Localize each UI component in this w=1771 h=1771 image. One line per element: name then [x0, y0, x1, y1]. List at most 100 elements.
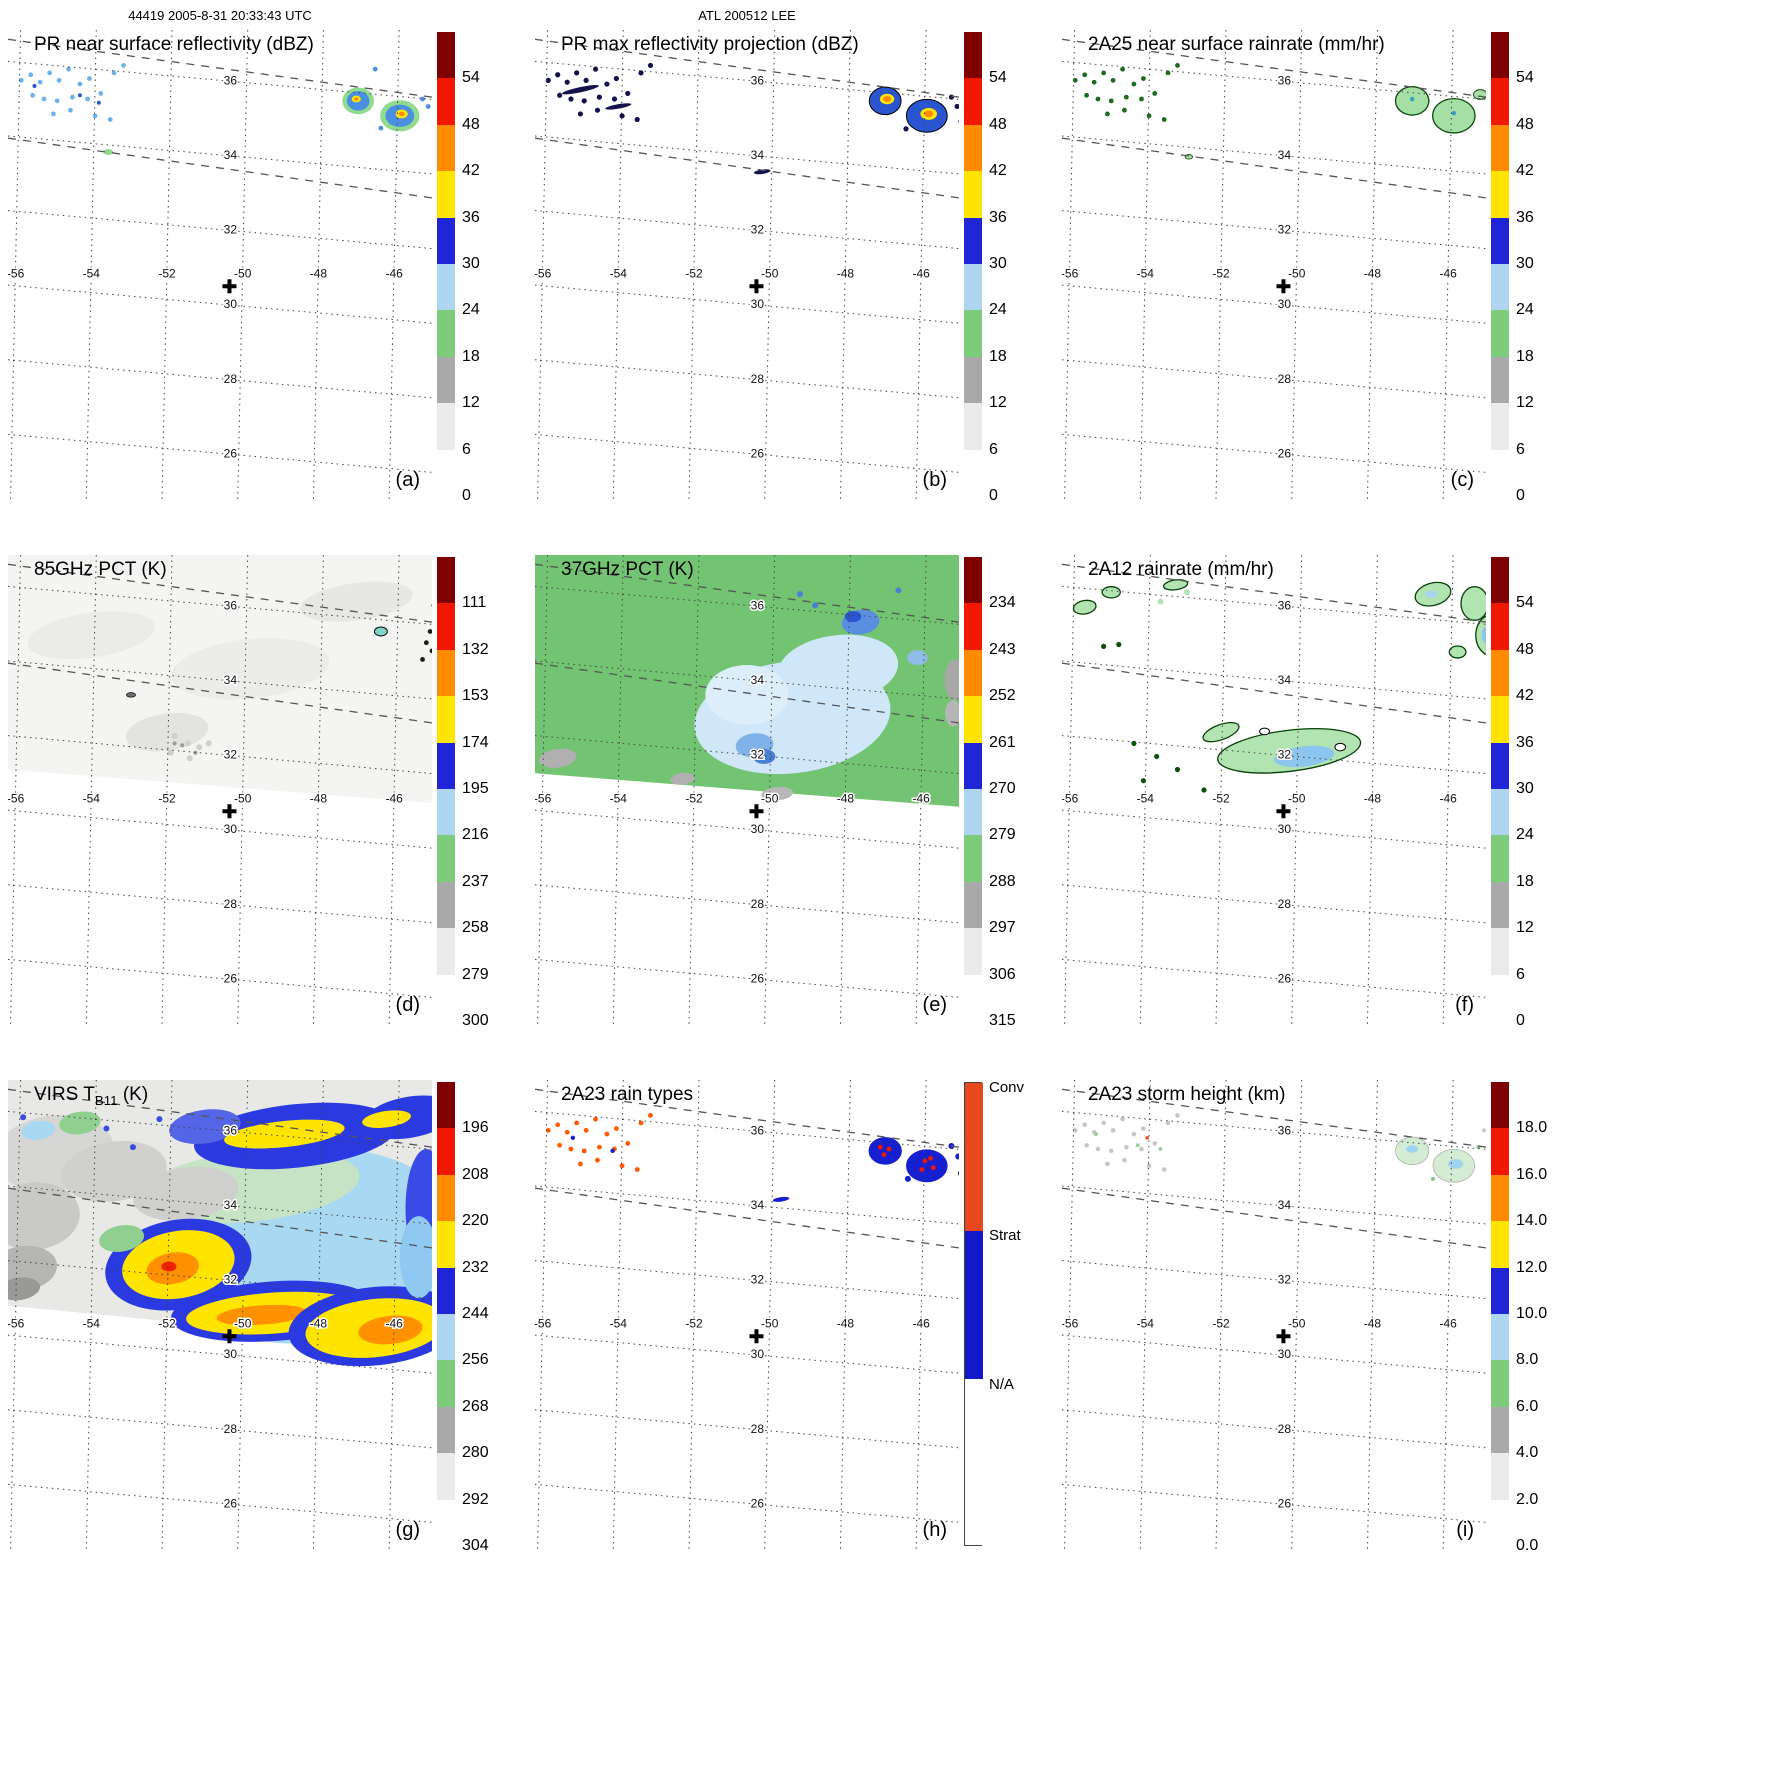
lon-label: -54 [83, 266, 101, 280]
cbar-category-label: Conv [989, 1079, 1025, 1096]
map-feature [47, 70, 53, 76]
lon-label: -52 [1212, 791, 1230, 805]
map-wrap-d: 36 34 32 30 28 26 -56 -54 -52 -50 -48 -46 85GHz PCT… [8, 555, 432, 1025]
storm-center-marker [222, 279, 237, 294]
lon-label: -56 [8, 791, 25, 805]
gridline-lon [10, 30, 22, 500]
map-feature [167, 749, 174, 756]
swath-edge [1062, 38, 1486, 98]
map-feature [1481, 625, 1486, 645]
cbar-segment [437, 1221, 455, 1268]
map-a: 36 34 32 30 28 26 -56 -54 -52 -50 -48 -46 [8, 30, 432, 500]
cbar-tick-label: 195 [462, 780, 489, 797]
lon-label: -46 [1439, 266, 1457, 280]
map-feature [1124, 1144, 1129, 1150]
lat-label: 36 [751, 598, 765, 612]
colorbar-gradient [437, 557, 455, 1022]
map-feature [1105, 1161, 1110, 1167]
map-feature [77, 93, 82, 98]
lat-label: 26 [751, 971, 765, 985]
lat-label: 34 [224, 1198, 238, 1212]
cbar-segment [1491, 310, 1509, 357]
cbar-tick-label: 24 [989, 301, 1007, 319]
cbar-tick-label: 30 [462, 255, 480, 272]
title-text: PR max reflectivity projection (dBZ) [561, 34, 859, 55]
map-feature [1101, 1120, 1106, 1126]
cbar-tick-label: 237 [462, 872, 489, 890]
map-feature [1425, 590, 1438, 598]
colorbar-ticks: 0 6 12 18 24 30 36 42 48 54 [1516, 32, 1562, 504]
cbar-tick-label: 42 [989, 162, 1007, 180]
gridline-lon [764, 555, 776, 1025]
lat-label: 36 [224, 73, 238, 87]
map-feature [1122, 107, 1127, 113]
map-feature [126, 692, 136, 698]
map-feature [594, 107, 601, 113]
map-feature [1091, 79, 1097, 85]
cbar-tick-label: 4.0 [1516, 1444, 1539, 1462]
cbar-tick-label: 220 [462, 1212, 489, 1230]
title-text: 2A23 storm height (km) [1088, 1084, 1286, 1105]
map-feature [8, 1277, 41, 1301]
gridline-lon [764, 30, 776, 500]
lat-label: 26 [751, 1496, 765, 1510]
lon-label: -48 [310, 266, 328, 280]
map-feature [1084, 1142, 1089, 1148]
map-feature [574, 1120, 580, 1126]
lat-label: 36 [1278, 1123, 1292, 1137]
lat-label: 26 [751, 446, 765, 460]
map-feature [634, 1167, 640, 1172]
gridline-lat [8, 1483, 432, 1523]
lat-label: 26 [224, 971, 238, 985]
map-feature [1448, 1159, 1464, 1169]
cbar-segment [1491, 1174, 1509, 1222]
map-feature [1072, 1128, 1078, 1133]
cbar-segment [964, 171, 982, 218]
cbar-segment [437, 835, 455, 882]
panel-title-d: 85GHz PCT (K) [34, 559, 167, 583]
lon-label: -56 [1062, 791, 1079, 805]
swath-edge [535, 1187, 959, 1249]
map-feature [358, 1315, 423, 1345]
cbar-category-label: N/A [989, 1375, 1015, 1393]
cbar-tick-label: 258 [462, 919, 489, 937]
colorbar-gradient [437, 1082, 455, 1547]
map-feature [777, 634, 899, 703]
panel-letter-c: (c) [1450, 469, 1474, 491]
cbar-tick-label: 306 [989, 965, 1016, 983]
cbar-segment [1491, 1453, 1509, 1500]
lat-label: 30 [224, 822, 238, 836]
map-feature [21, 1120, 56, 1140]
cbar-segment [1491, 78, 1509, 125]
gridline-lat [1062, 1260, 1486, 1300]
map-feature [1108, 98, 1114, 104]
cbar-tick-label: 54 [1516, 594, 1534, 612]
lon-label: -56 [535, 791, 552, 805]
lat-label: 34 [751, 148, 765, 162]
gridline-lat [8, 284, 432, 324]
map-feature [596, 1144, 602, 1150]
gridline-lon [1442, 555, 1454, 1025]
map-feature [564, 79, 570, 85]
lon-label: -54 [1137, 266, 1155, 280]
gridline-lon [1366, 30, 1378, 500]
cbar-segment [965, 1083, 983, 1231]
cbar-tick-label: 111 [462, 594, 487, 612]
cbar-segment [437, 32, 455, 79]
cbar-tick-label: 6 [1516, 965, 1525, 983]
cbar-segment [964, 310, 982, 357]
cbar-tick-label: 24 [462, 301, 480, 319]
gridline-lat [535, 958, 959, 998]
map-feature [604, 1131, 610, 1137]
gridline-lon [85, 555, 97, 1025]
map-feature [581, 1148, 587, 1154]
map-feature [196, 744, 203, 751]
map-feature [904, 1175, 911, 1182]
storm-center-marker [1276, 804, 1291, 819]
map-feature [1084, 92, 1090, 98]
map-feature [868, 1137, 902, 1165]
gridline-lat [8, 359, 432, 399]
cbar-tick-label: 243 [989, 640, 1016, 658]
colorbar-gradient [964, 557, 982, 1022]
cbar-segment [1491, 557, 1509, 604]
